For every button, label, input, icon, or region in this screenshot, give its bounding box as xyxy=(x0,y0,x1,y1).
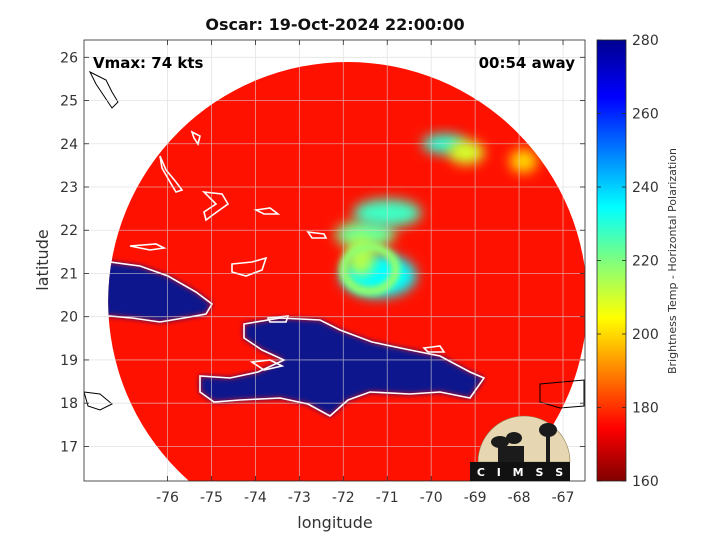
y-tick-label: 24 xyxy=(60,137,78,153)
logo-dish-left xyxy=(491,436,509,448)
plot-area xyxy=(84,62,585,481)
coast-jamaica xyxy=(84,391,113,411)
y-tick-label: 23 xyxy=(60,180,78,196)
coastlines-outside xyxy=(84,70,585,411)
feature-cell xyxy=(509,149,538,174)
colorbar-tick-label: 200 xyxy=(632,327,659,343)
y-tick-label: 26 xyxy=(60,50,78,66)
logo-dish-right xyxy=(506,432,522,444)
coast-mayaguana xyxy=(306,230,328,239)
coast-gonave xyxy=(249,359,285,371)
coast-andros xyxy=(88,70,119,109)
logo-tank xyxy=(539,423,557,437)
logo-text: C I M S S xyxy=(477,466,567,479)
coast-great-inagua xyxy=(231,256,268,277)
colorbar-tick-label: 220 xyxy=(632,254,659,270)
time-away-annotation: 00:54 away xyxy=(479,54,576,72)
plot-frame xyxy=(83,39,586,482)
x-tick-label: -70 xyxy=(420,490,443,506)
x-tick-label: -76 xyxy=(156,490,179,506)
logo-building xyxy=(498,446,524,462)
x-tick-label: -68 xyxy=(508,490,531,506)
y-tick-label: 19 xyxy=(60,353,78,369)
colorbar-ticks: 160 180 200 220 240 260 280 xyxy=(597,33,659,490)
y-tick-label: 25 xyxy=(60,94,78,110)
land-hispaniola xyxy=(200,318,484,416)
y-tick-label: 20 xyxy=(60,310,78,326)
colorbar-tick-label: 280 xyxy=(632,33,659,49)
grid xyxy=(84,40,585,481)
y-axis-label: latitude xyxy=(33,229,52,290)
y-axis: 17 18 19 20 21 22 23 24 25 26 xyxy=(60,50,585,455)
land-layer xyxy=(108,258,484,416)
colorbar-label: Brightness Temp - Horizontal Polarizatio… xyxy=(666,148,679,374)
y-tick-label: 17 xyxy=(60,439,78,455)
feature-cell xyxy=(335,220,396,249)
colorbar-gradient xyxy=(596,39,627,482)
coast-cuba xyxy=(84,257,214,323)
x-tick-label: -72 xyxy=(332,490,355,506)
x-tick-label: -73 xyxy=(288,490,311,506)
colorbar-tick-label: 180 xyxy=(632,401,659,417)
x-tick-label: -67 xyxy=(552,490,575,506)
vmax-annotation: Vmax: 74 kts xyxy=(93,54,203,72)
colorbar: 160 180 200 220 240 260 280 Brightness Temp - … xyxy=(596,33,679,490)
coast-exuma xyxy=(135,109,162,135)
x-tick-label: -71 xyxy=(376,490,399,506)
x-axis-label: longitude xyxy=(297,513,372,532)
coast-crooked xyxy=(129,243,167,251)
colorbar-tick-label: 240 xyxy=(632,180,659,196)
logo-tower xyxy=(546,428,550,462)
y-tick-label: 22 xyxy=(60,223,78,239)
x-tick-label: -69 xyxy=(464,490,487,506)
x-axis: -76 -75 -74 -73 -72 -71 -70 -69 -68 -67 xyxy=(156,40,574,506)
y-tick-label: 18 xyxy=(60,396,78,412)
y-tick-label: 21 xyxy=(60,266,78,282)
x-tick-label: -75 xyxy=(200,490,223,506)
coast-caicos xyxy=(253,207,281,215)
coast-puerto-rico xyxy=(539,379,585,409)
land-cuba xyxy=(108,258,212,322)
colorbar-tick-label: 260 xyxy=(632,107,659,123)
x-tick-label: -74 xyxy=(244,490,267,506)
logo-banner xyxy=(470,462,570,481)
coast-hispaniola xyxy=(199,317,486,417)
coast-samana xyxy=(422,345,446,353)
chart-title: Oscar: 19-Oct-2024 22:00:00 xyxy=(205,15,464,34)
colorbar-tick-label: 160 xyxy=(632,474,659,490)
cimss-logo: C I M S S xyxy=(470,415,571,481)
coastlines xyxy=(84,109,486,417)
coast-acklins xyxy=(201,190,230,222)
